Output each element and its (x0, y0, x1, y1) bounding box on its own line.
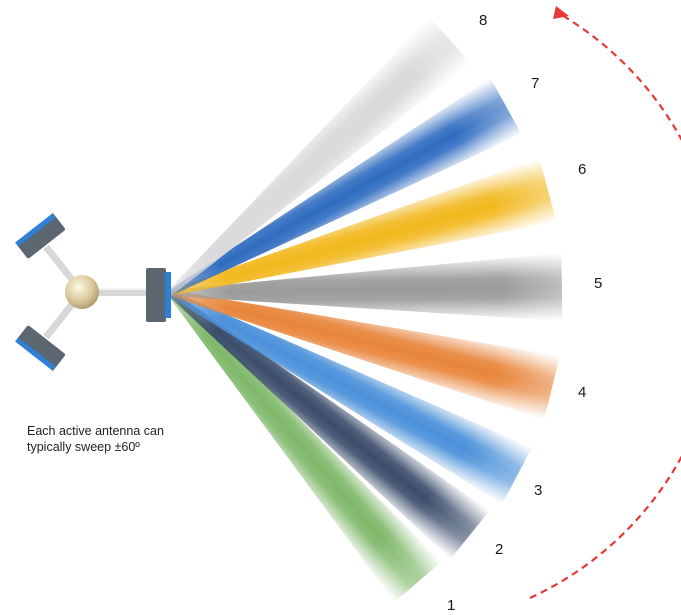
active-antenna-panel (146, 268, 171, 322)
beam-label-3: 3 (534, 482, 542, 499)
beam-labels: 1 2 3 4 5 6 7 8 (447, 12, 602, 614)
beam-8 (167, 16, 471, 296)
beam-5 (169, 253, 563, 321)
beams-group (167, 16, 563, 603)
caption-line-1: Each active antenna can (27, 424, 164, 438)
hub-sphere (65, 275, 99, 309)
beam-1 (167, 291, 442, 603)
beam-label-4: 4 (578, 384, 586, 401)
beam-label-8: 8 (479, 12, 487, 29)
sweep-caption: Each active antenna can typically sweep … (27, 423, 217, 455)
beam-6 (169, 158, 557, 296)
beam-label-5: 5 (594, 275, 602, 292)
antenna-hub-assembly (15, 212, 171, 372)
beam-4 (169, 290, 560, 421)
beam-3 (168, 290, 532, 505)
beam-label-7: 7 (531, 75, 539, 92)
sweep-arrow-head (553, 6, 569, 19)
beam-7 (168, 78, 522, 296)
beam-2 (168, 290, 490, 560)
beam-label-1: 1 (447, 597, 455, 614)
caption-line-2: typically sweep ±60º (27, 440, 140, 454)
lower-antenna-panel (15, 325, 66, 372)
beam-label-2: 2 (495, 541, 503, 558)
upper-antenna-panel (15, 212, 66, 259)
sweep-arrow (529, 6, 681, 599)
beam-label-6: 6 (578, 161, 586, 178)
